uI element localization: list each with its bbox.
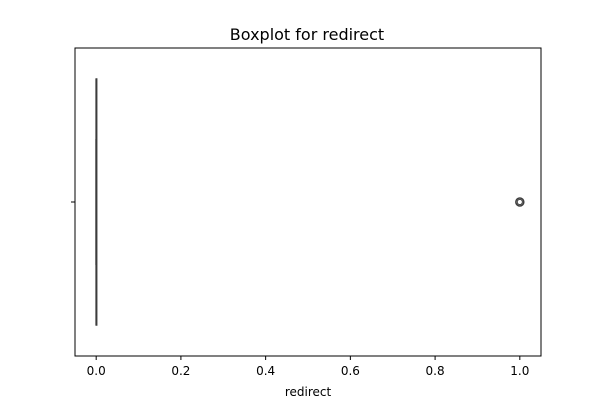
x-tick-label: 0.8 [426, 364, 445, 378]
x-tick-label: 0.2 [171, 364, 190, 378]
x-tick-label: 1.0 [510, 364, 529, 378]
chart-title: Boxplot for redirect [230, 25, 384, 44]
outlier-point [515, 197, 525, 207]
x-axis-ticks: 0.0 0.2 0.4 0.6 0.8 1.0 [87, 356, 529, 378]
plot-area [95, 78, 525, 326]
x-tick-label: 0.0 [87, 364, 106, 378]
outlier-point [516, 198, 523, 206]
x-tick-label: 0.6 [341, 364, 360, 378]
x-tick-label: 0.4 [256, 364, 275, 378]
x-axis-label: redirect [285, 385, 332, 399]
